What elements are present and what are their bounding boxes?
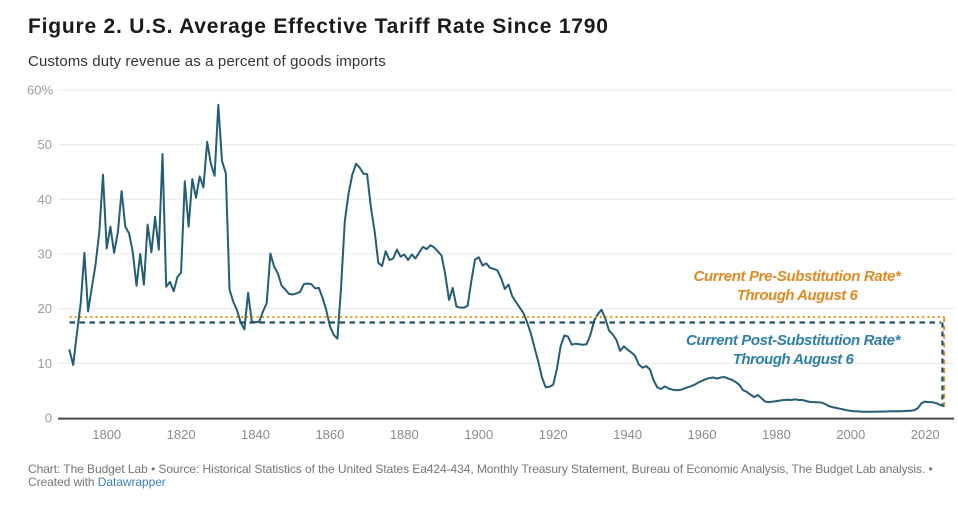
svg-text:1940: 1940 [613, 427, 642, 442]
svg-text:2000: 2000 [836, 427, 865, 442]
svg-text:0: 0 [45, 411, 52, 426]
svg-text:40: 40 [38, 192, 52, 207]
svg-text:1800: 1800 [92, 427, 121, 442]
svg-text:1840: 1840 [241, 427, 270, 442]
svg-text:1960: 1960 [688, 427, 717, 442]
svg-text:Current Pre-Substitution Rate*: Current Pre-Substitution Rate* [693, 268, 902, 285]
svg-text:30: 30 [38, 247, 52, 262]
svg-text:1880: 1880 [390, 427, 419, 442]
svg-text:1860: 1860 [315, 427, 344, 442]
svg-text:60%: 60% [27, 83, 53, 98]
svg-text:10: 10 [38, 356, 52, 371]
svg-text:Through August 6: Through August 6 [733, 351, 855, 368]
svg-text:Current Post-Substitution Rate: Current Post-Substitution Rate* [686, 332, 902, 349]
svg-text:Through August 6: Through August 6 [737, 287, 859, 304]
svg-text:20: 20 [38, 301, 52, 316]
svg-text:50: 50 [38, 137, 52, 152]
svg-text:1820: 1820 [167, 427, 196, 442]
svg-text:2020: 2020 [911, 427, 940, 442]
svg-text:1920: 1920 [539, 427, 568, 442]
svg-text:1900: 1900 [464, 427, 493, 442]
svg-text:1980: 1980 [762, 427, 791, 442]
